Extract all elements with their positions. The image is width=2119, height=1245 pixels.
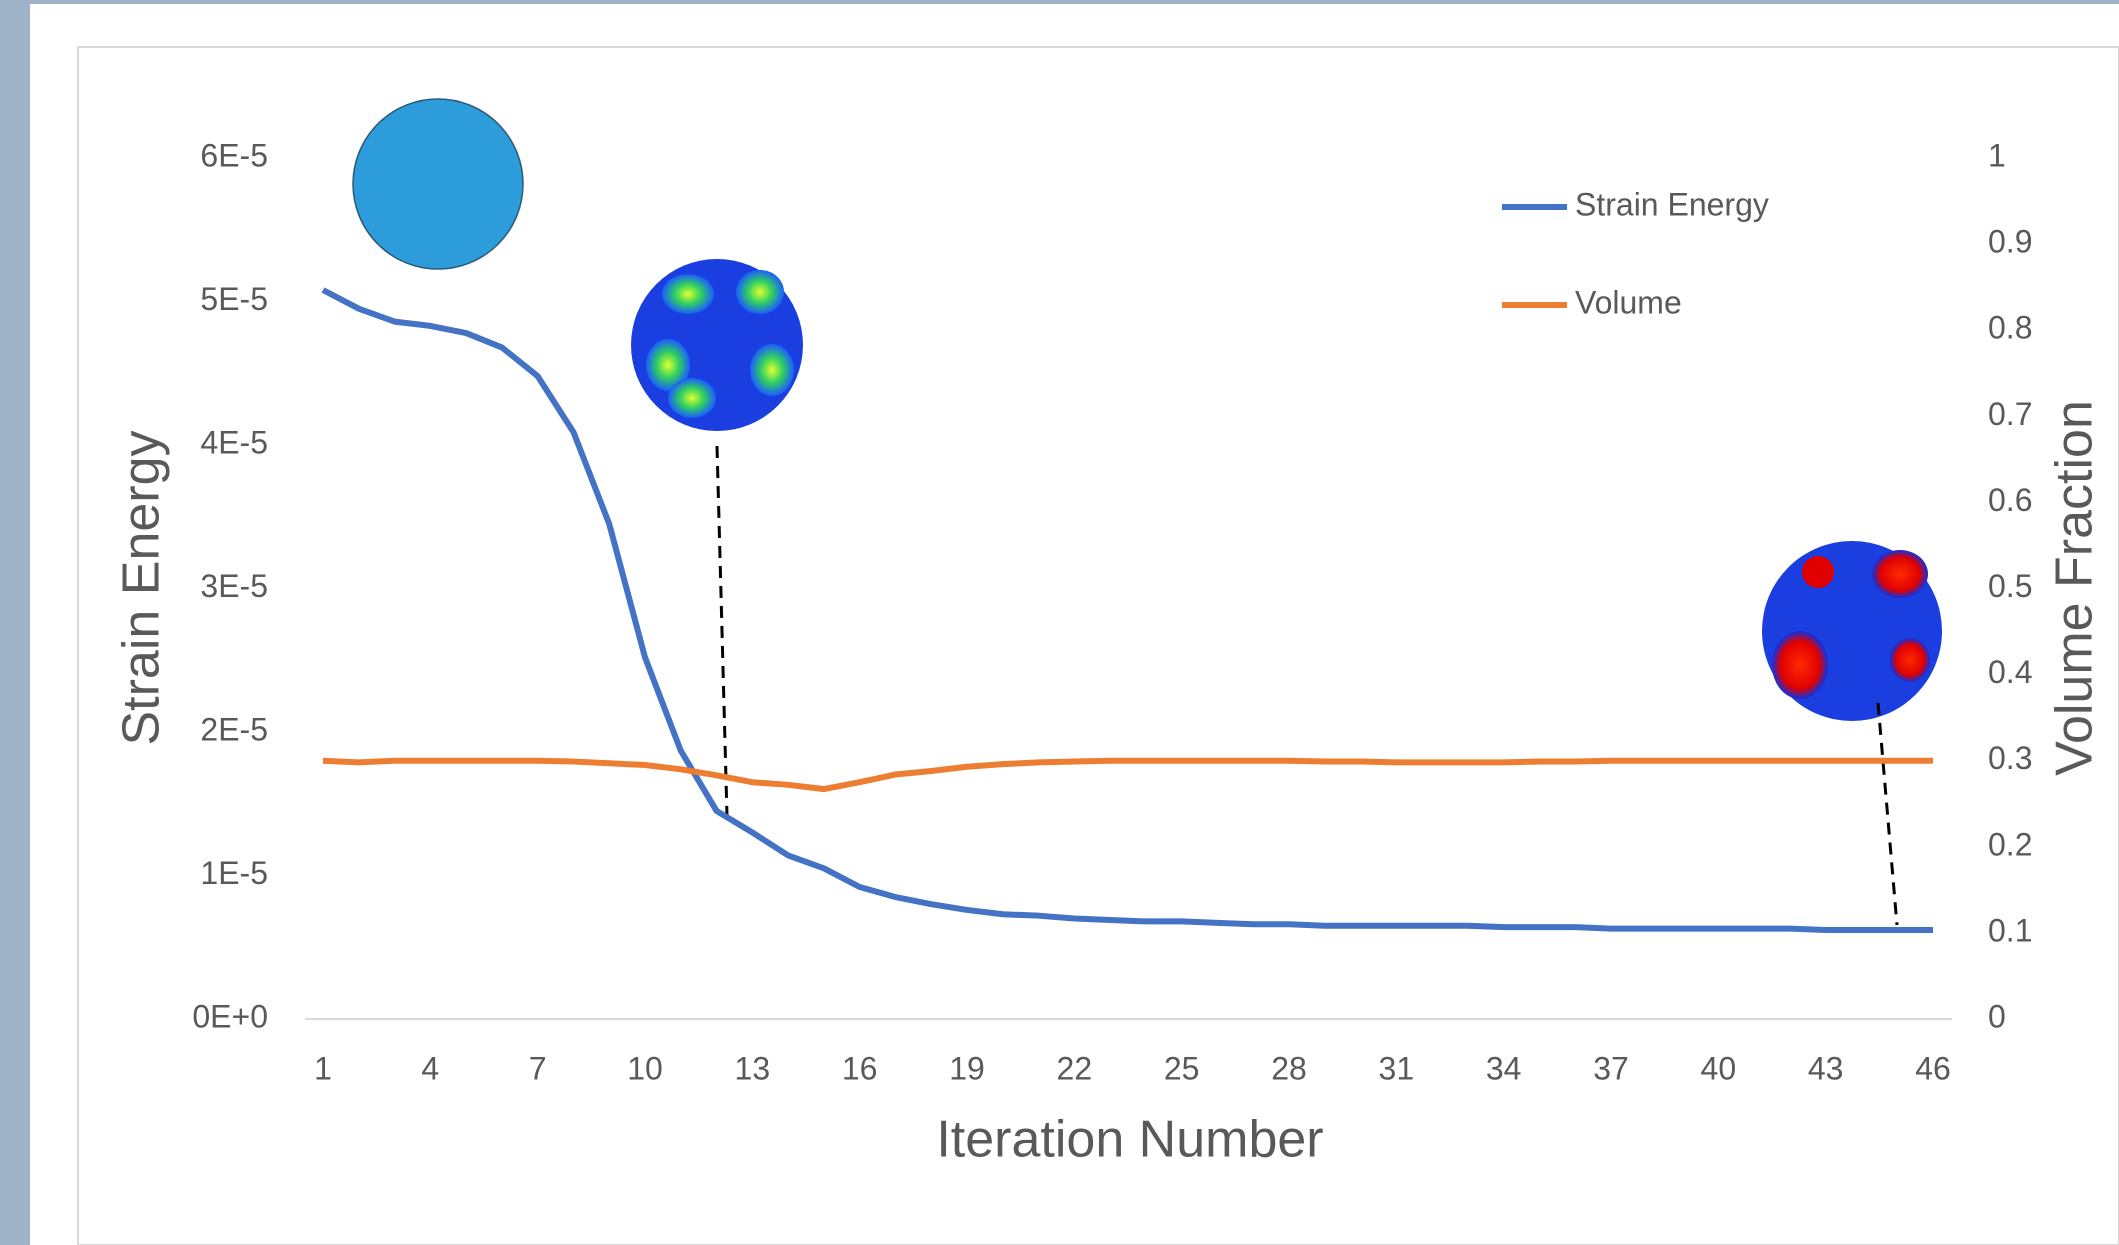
hot-spot (1872, 550, 1928, 598)
x-tick-label: 19 (949, 1050, 985, 1086)
y-axis-title: Strain Energy (113, 430, 171, 745)
x-tick-label: 34 (1486, 1050, 1522, 1086)
y2-tick-label: 0.2 (1988, 826, 2032, 862)
y2-tick-label: 0.7 (1988, 396, 2032, 432)
hot-spot (1890, 638, 1930, 682)
x-tick-label: 43 (1808, 1050, 1844, 1086)
x-tick-label: 28 (1271, 1050, 1307, 1086)
y-tick-label: 5E-5 (200, 281, 268, 317)
legend-label: Volume (1575, 284, 1682, 320)
chart: Iteration Number Strain Energy Volume Fr… (0, 0, 2119, 1245)
x-tick-label: 16 (842, 1050, 878, 1086)
y2-tick-label: 0.5 (1988, 568, 2032, 604)
hot-spot (662, 274, 714, 314)
x-tick-label: 22 (1057, 1050, 1093, 1086)
page: Iteration Number Strain Energy Volume Fr… (0, 0, 2119, 1245)
y-tick-label: 4E-5 (200, 424, 268, 460)
hot-spot (1802, 556, 1834, 588)
y2-tick-label: 0.8 (1988, 310, 2032, 346)
y-tick-label: 1E-5 (200, 855, 268, 891)
legend-label: Strain Energy (1575, 186, 1769, 222)
y2-axis-title: Volume Fraction (2046, 400, 2104, 776)
inset-initial (353, 99, 523, 269)
hot-spot (736, 270, 784, 314)
y2-tick-label: 0 (1988, 998, 2006, 1034)
hot-spot (1772, 631, 1828, 699)
x-tick-label: 25 (1164, 1050, 1200, 1086)
y2-tick-label: 0.1 (1988, 912, 2032, 948)
x-tick-label: 7 (529, 1050, 547, 1086)
y2-tick-label: 0.4 (1988, 654, 2032, 690)
y2-tick-label: 1 (1988, 137, 2006, 173)
x-tick-label: 40 (1701, 1050, 1737, 1086)
x-tick-label: 37 (1593, 1050, 1629, 1086)
y-tick-label: 2E-5 (200, 711, 268, 747)
y2-tick-label: 0.3 (1988, 740, 2032, 776)
x-tick-label: 46 (1915, 1050, 1951, 1086)
y-tick-label: 0E+0 (192, 998, 268, 1034)
x-tick-label: 1 (314, 1050, 332, 1086)
hot-spot (750, 344, 794, 396)
x-axis-title: Iteration Number (936, 1111, 1323, 1169)
x-tick-label: 10 (627, 1050, 663, 1086)
x-tick-label: 13 (735, 1050, 771, 1086)
y2-tick-label: 0.9 (1988, 224, 2032, 260)
y2-tick-label: 0.6 (1988, 482, 2032, 518)
y-tick-label: 3E-5 (200, 568, 268, 604)
y-tick-label: 6E-5 (200, 137, 268, 173)
x-tick-label: 31 (1379, 1050, 1415, 1086)
hot-spot (668, 378, 716, 418)
x-tick-label: 4 (421, 1050, 439, 1086)
